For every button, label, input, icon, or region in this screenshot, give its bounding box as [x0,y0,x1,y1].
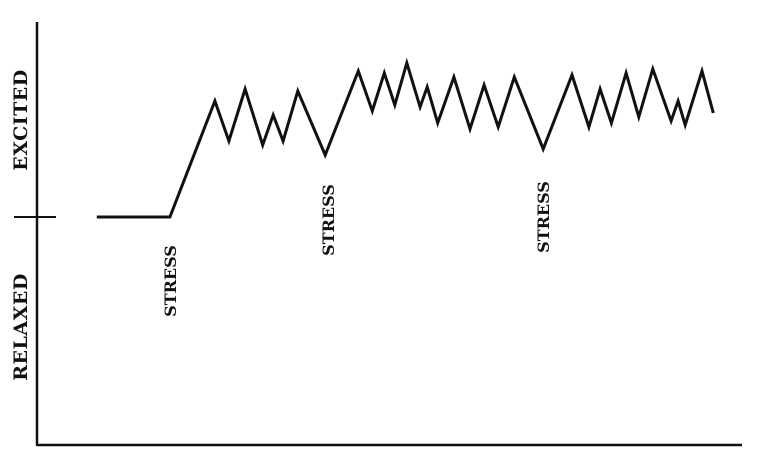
y-label-excited: EXCITED [10,69,32,171]
stress-annotation: STRESS [534,181,553,253]
y-label-relaxed: RELAXED [10,273,32,381]
stress-annotation: STRESS [161,245,180,317]
stress-annotation: STRESS [319,184,338,256]
arousal-line [96,57,715,219]
